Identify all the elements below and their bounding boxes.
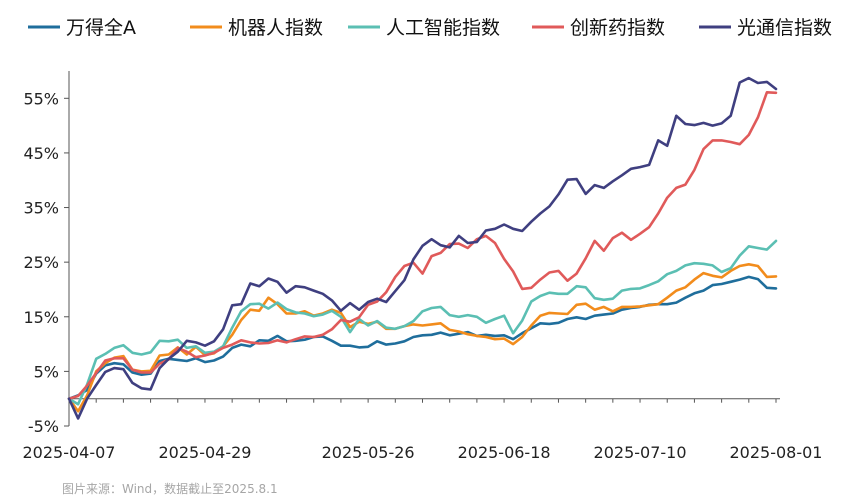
x-tick-label: 2025-04-29 [158, 443, 251, 462]
series-lines [67, 76, 778, 420]
legend-label: 机器人指数 [228, 17, 323, 39]
legend-label: 人工智能指数 [386, 17, 500, 39]
source-note: 图片来源：Wind，数据截止至2025.8.1 [62, 482, 278, 496]
series-line-3 [67, 91, 778, 401]
series-line-4 [67, 76, 778, 420]
x-tick-label: 2025-05-26 [322, 443, 415, 462]
legend-label: 光通信指数 [737, 17, 832, 39]
x-tick-label: 2025-06-18 [458, 443, 551, 462]
y-tick-label: 5% [34, 362, 59, 381]
y-tick-label: -5% [28, 417, 59, 436]
x-tick-label: 2025-08-01 [730, 443, 823, 462]
legend-label: 创新药指数 [570, 17, 665, 39]
y-tick-label: 25% [23, 253, 59, 272]
legend-label: 万得全A [66, 17, 136, 39]
x-tick-label: 2025-04-07 [23, 443, 116, 462]
series-line-1 [67, 262, 778, 413]
y-tick-label: 45% [23, 144, 59, 163]
legend: 万得全A 机器人指数 人工智能指数 创新药指数 光通信指数 [28, 17, 832, 39]
y-tick-label: 15% [23, 308, 59, 327]
series-line-2 [67, 239, 778, 406]
y-tick-label: 55% [23, 89, 59, 108]
y-tick-label: 35% [23, 199, 59, 218]
x-tick-label: 2025-07-10 [594, 443, 687, 462]
axes: -5% 5% 15% 25% 35% 45% 55% 2025-04-07 2025-04-29… [23, 71, 823, 462]
